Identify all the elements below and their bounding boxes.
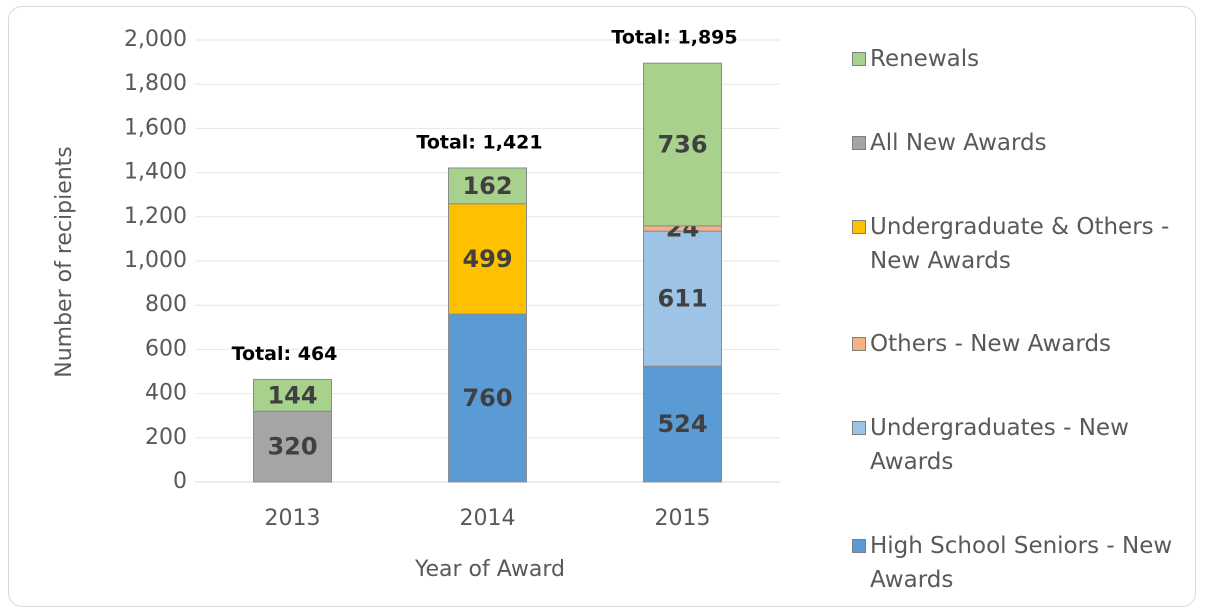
x-tick-label: 2015 [655,506,711,531]
legend-swatch [852,135,866,150]
y-tick-label: 0 [173,469,187,494]
legend-item: High School Seniors - New Awards [852,529,1197,597]
legend-item: Renewals [852,42,1197,76]
value-label: 320 [267,433,317,461]
legend-label: All New Awards [870,129,1047,156]
y-axis-label: Number of recipients [52,146,77,378]
value-label: 162 [462,172,512,200]
bar-segment [643,230,722,367]
value-label: 144 [267,381,317,409]
chart-frame [8,6,1196,607]
bar-segment [448,167,527,205]
y-tick-label: 1,800 [124,71,187,96]
legend-item: All New Awards [852,126,1197,160]
y-tick-label: 400 [145,381,187,406]
y-tick-label: 200 [145,425,187,450]
legend-label: Undergraduate & Others - New Awards [870,213,1170,274]
bar-segment [448,313,527,483]
total-label: Total: 464 [232,343,338,365]
legend-label: Renewals [870,46,980,72]
y-tick-label: 1,200 [124,204,187,229]
value-label: 499 [462,245,512,273]
legend-swatch [852,538,866,553]
legend-item: Undergraduates - New Awards [852,411,1197,479]
y-tick-label: 1,000 [124,248,187,273]
value-label: 611 [657,285,707,313]
legend-swatch [852,337,866,352]
legend-item: Others - New Awards [852,327,1197,361]
value-label: 760 [462,384,512,412]
y-tick-label: 1,400 [124,160,187,185]
y-tick-label: 800 [145,292,187,317]
y-tick-label: 600 [145,336,187,361]
value-label: 524 [657,410,707,438]
legend-swatch [852,52,866,66]
y-tick-label: 2,000 [124,27,187,52]
x-tick-label: 2013 [265,506,321,531]
legend-swatch [852,421,866,436]
legend: Renewals All New Awards Undergraduate & Ot… [852,42,1197,597]
bar-segment [253,378,332,412]
total-label: Total: 1,421 [416,131,542,153]
x-axis-label: Year of Award [414,557,565,582]
legend-swatch [852,219,866,234]
bar-segment [643,62,722,227]
legend-label: Undergraduates - New Awards [870,415,1129,476]
legend-item: Undergraduate & Others - New Awards [852,210,1197,278]
bar-segment [253,410,332,483]
legend-label: High School Seniors - New Awards [870,532,1173,593]
bar-segment [448,203,527,315]
y-tick-label: 1,600 [124,115,187,140]
value-label: 736 [657,131,707,159]
bar-segment [643,365,722,483]
legend-label: Others - New Awards [870,331,1112,358]
x-tick-label: 2014 [460,506,516,531]
total-label: Total: 1,895 [611,27,737,49]
